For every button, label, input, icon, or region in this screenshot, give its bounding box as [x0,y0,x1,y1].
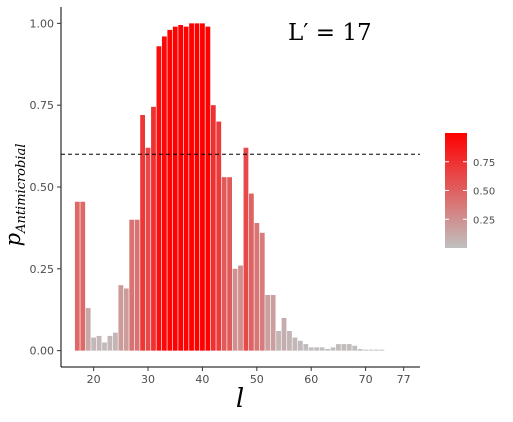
y-tick-label: 0.00 [30,345,55,358]
bar-69 [357,349,363,351]
colorbar-label: 0.75 [473,158,495,169]
x-tick-label: 77 [397,373,411,386]
bar-68 [352,345,358,351]
bar-63 [325,349,330,351]
bar-58 [297,340,303,351]
x-axis-title: l [236,384,244,414]
colorbar-label: 0.50 [473,187,495,198]
bar-67 [346,344,352,351]
x-ticks: 20 30 40 50 60 70 77 [87,367,411,386]
bar-22 [102,342,107,351]
y-tick-label: 0.50 [30,181,55,194]
bar-25 [118,285,124,351]
bar-29 [140,115,145,351]
y-axis-title-sub: Antimicrobial [14,144,29,234]
bar-73 [379,349,385,351]
bar-30 [145,147,151,351]
bar-70 [363,349,368,351]
bar-65 [336,344,341,351]
bar-48 [243,147,249,351]
bar-41 [205,26,211,351]
bar-56 [287,331,292,351]
bar-72 [374,349,379,351]
bar-40 [200,23,205,351]
x-tick-label: 60 [304,373,318,386]
y-tick-label: 0.75 [30,99,55,112]
x-tick-label: 30 [141,373,155,386]
bar-32 [156,46,162,351]
bar-46 [232,268,238,351]
bar-17 [74,201,80,351]
bar-43 [216,121,222,351]
x-tick-label: 40 [195,373,209,386]
bar-49 [248,193,254,351]
bar-64 [330,347,336,351]
bar-31 [151,106,156,351]
colorbar-label: 0.25 [473,215,495,226]
bar-44 [221,177,227,351]
bar-61 [314,347,320,351]
colorbar [445,133,467,248]
bar-52 [265,295,271,351]
bar-26 [123,288,129,351]
y-tick-label: 1.00 [30,17,55,30]
bar-54 [276,331,281,351]
bar-47 [238,265,243,351]
x-tick-label: 20 [87,373,101,386]
x-tick-label: 70 [359,373,373,386]
bar-33 [161,36,167,351]
bar-34 [167,29,173,351]
bar-60 [308,347,314,351]
bar-62 [319,347,325,351]
bar-24 [113,332,118,351]
y-tick-label: 0.25 [30,263,55,276]
bar-50 [254,223,260,351]
bar-45 [227,177,233,351]
bar-39 [194,23,200,351]
bar-37 [183,26,189,351]
bar-66 [341,344,347,351]
bars-group [74,23,385,351]
bar-71 [368,349,374,351]
bar-21 [96,335,102,351]
y-axis-title: pAntimicrobial [1,144,29,247]
y-axis-title-main: p [1,233,25,246]
bar-35 [172,26,178,351]
bar-23 [107,335,113,351]
bar-42 [210,105,216,351]
x-tick-label: 50 [250,373,264,386]
bar-19 [85,308,91,351]
bar-27 [129,219,135,351]
bar-18 [80,201,86,351]
bar-57 [292,337,298,351]
bar-28 [134,219,140,351]
bar-20 [91,337,97,351]
bar-53 [270,295,276,351]
bar-36 [178,25,184,351]
y-ticks: 0.00 0.25 0.50 0.75 1.00 [30,17,61,358]
bar-38 [189,23,194,351]
bar-59 [303,344,309,351]
annotation-text: L′ = 17 [288,20,372,46]
colorbar-ticks: 0.25 0.50 0.75 [445,158,495,226]
bar-51 [259,232,265,351]
bar-55 [281,317,287,351]
